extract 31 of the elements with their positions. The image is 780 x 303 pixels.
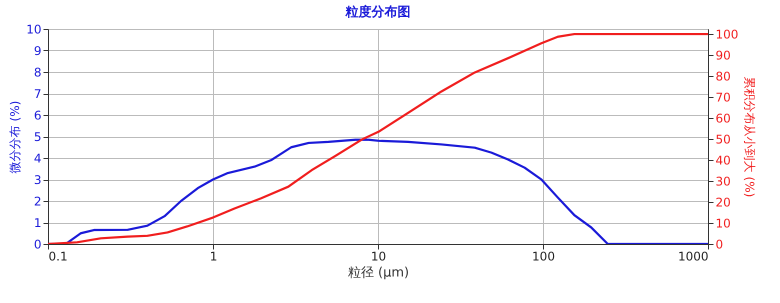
y2-tick-label: 0: [716, 238, 724, 252]
y2-tick-label: 10: [716, 216, 731, 231]
y-tick-label: 5: [34, 130, 42, 144]
y-tick-label: 3: [34, 173, 42, 187]
y2-tick-label: 80: [716, 70, 731, 84]
y2-tick-label: 70: [716, 90, 731, 105]
y2-tick-label: 50: [716, 132, 731, 147]
y-tick-label: 0: [34, 238, 42, 252]
y2-tick-label: 100: [716, 28, 738, 42]
y-tick-label: 6: [34, 108, 42, 122]
y2-axis-title: 累积分布从小到大 (%): [742, 76, 756, 198]
y-tick-label: 7: [34, 87, 42, 101]
chart-title: 粒度分布图: [344, 4, 410, 20]
y2-tick-label: 90: [716, 48, 731, 63]
y2-tick-label: 30: [716, 174, 731, 189]
y-tick-label: 4: [34, 152, 42, 166]
x-tick-label: 10: [370, 250, 386, 264]
y2-tick-label: 40: [716, 154, 731, 168]
y-tick-label: 8: [34, 66, 42, 80]
y2-tick-label: 20: [716, 196, 731, 210]
y-tick-label: 1: [34, 216, 42, 230]
x-axis-title: 粒径 (μm): [348, 266, 410, 280]
x-tick-label: 100: [532, 250, 555, 264]
x-tick-label: 1: [210, 250, 218, 264]
y-tick-label: 10: [26, 22, 42, 36]
y-axis-title: 微分分布 (%): [8, 100, 22, 174]
y-tick-label: 2: [34, 194, 42, 208]
y-tick-label: 9: [34, 44, 42, 58]
x-tick-label: 1000: [678, 250, 708, 264]
y2-tick-label: 60: [716, 112, 731, 126]
x-tick-label: 0.1: [48, 250, 68, 264]
